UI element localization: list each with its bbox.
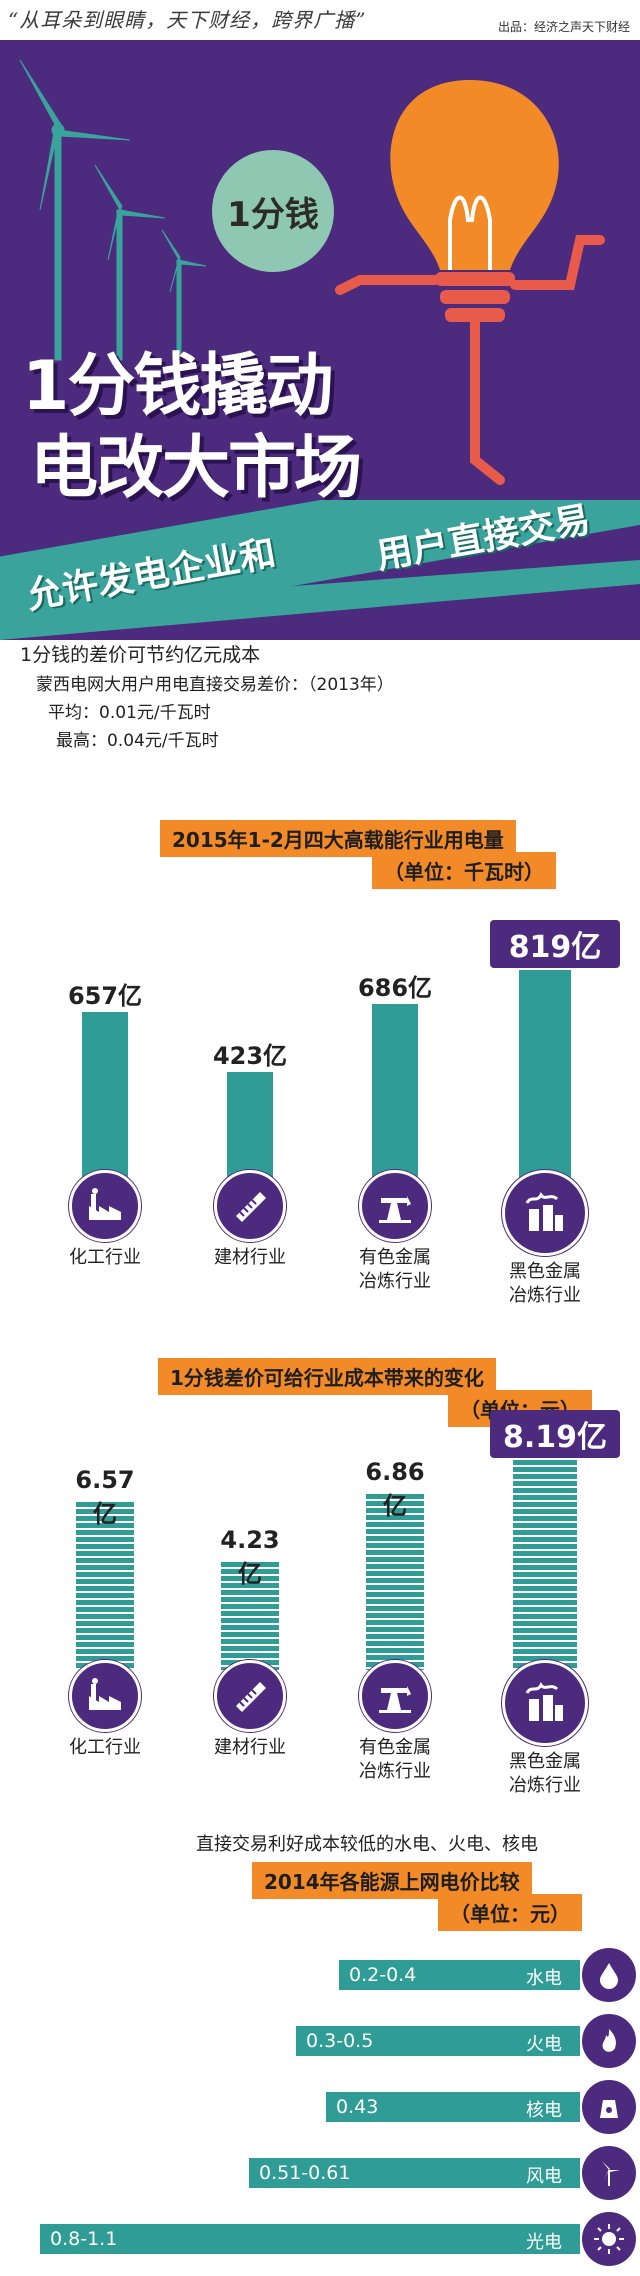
chart3-bar [40, 2224, 580, 2254]
chart1-bar [519, 970, 571, 1180]
chart3-value-label: 0.8-1.1 [50, 2228, 118, 2250]
chart3-area: 0.2-0.4 水电 0.3-0.5 火电 0.43 核电 0.51-0.61 风电 0.8-1… [0, 1940, 640, 2276]
chart3-title: 2014年各能源上网电价比较 [252, 1862, 532, 1899]
category-label-line: 黑色金属 [509, 1261, 581, 1282]
wind-turbine-icon [582, 2146, 636, 2200]
oil-pump-icon [359, 1660, 431, 1732]
intro-line1: 蒙西电网大用户用电直接交易差价：（2013年） [36, 675, 394, 695]
chart1-value-label: 686亿 [357, 974, 433, 1002]
steel-plant-icon [502, 1170, 588, 1256]
chart3-value-label: 0.51-0.61 [259, 2162, 351, 2184]
chart3-category-label: 光电 [526, 2232, 562, 2253]
saw-icon [214, 1660, 286, 1732]
chart2-category-label: 黑色金属 冶炼行业 [485, 1750, 605, 1798]
hero-illustration [19, 59, 605, 485]
chart3-category-label: 火电 [526, 2034, 562, 2055]
chart3-bar [326, 2092, 580, 2122]
chart1-bar [372, 1004, 418, 1180]
chart2-bar [366, 1494, 424, 1670]
category-label-line: 黑色金属 [509, 1751, 581, 1772]
slogan: “从耳朵到眼睛，天下财经，跨界广播” [8, 8, 367, 32]
chart3-value-label: 0.43 [336, 2096, 379, 2118]
chart2-category-label: 化工行业 [45, 1736, 165, 1760]
chart1-category-label: 有色金属 冶炼行业 [335, 1246, 455, 1294]
category-label-line: 冶炼行业 [359, 1761, 431, 1782]
chart1-title: 2015年1-2月四大高载能行业用电量 [160, 820, 516, 857]
chart1-bar [227, 1072, 273, 1180]
oil-pump-icon [359, 1170, 431, 1242]
chart2-area: 6.57亿化工行业 4.23亿建材行业 6.86亿有色金属冶炼行业 8.19亿黑色金属… [0, 1410, 640, 1820]
category-label-line: 建材行业 [214, 1737, 286, 1758]
headline-line1: 1分钱撬动 [22, 347, 333, 426]
sun-icon [582, 2212, 636, 2266]
saw-icon [214, 1170, 286, 1242]
chart2-value-label: 6.57亿 [75, 1466, 135, 1528]
chart3-bar [339, 1960, 580, 1990]
chart2-category-label: 有色金属 冶炼行业 [335, 1736, 455, 1784]
chart3-category-label: 水电 [526, 1968, 562, 1989]
category-label-line: 建材行业 [214, 1247, 286, 1268]
intro-line2: 平均：0.01元/千瓦时 [48, 703, 211, 723]
category-label-line: 有色金属 [359, 1737, 431, 1758]
headline-line2: 电改大市场 [30, 429, 362, 508]
chart1-value-label: 423亿 [212, 1042, 288, 1070]
chart3-category-label: 核电 [526, 2100, 562, 2121]
factory-icon [69, 1170, 141, 1242]
wind-turbine-icon [19, 59, 207, 361]
chart2-bar [76, 1502, 134, 1670]
chart3-value-label: 0.3-0.5 [306, 2030, 374, 2052]
chart3-bar [296, 2026, 580, 2056]
flame-icon [582, 2014, 636, 2068]
chart2-category-label: 建材行业 [190, 1736, 310, 1760]
chart2-title: 1分钱差价可给行业成本带来的变化 [158, 1358, 496, 1395]
nuclear-icon [582, 2080, 636, 2134]
chart3-value-label: 0.2-0.4 [349, 1964, 417, 1986]
steel-plant-icon [502, 1660, 588, 1746]
top-bar: “从耳朵到眼睛，天下财经，跨界广播” 出品：经济之声天下财经 [0, 0, 640, 40]
category-label-line: 冶炼行业 [509, 1285, 581, 1306]
lightbulb-icon [335, 80, 605, 485]
chart2-bar [221, 1562, 279, 1670]
chart2-value-label: 8.19亿 [490, 1410, 620, 1458]
category-label-line: 化工行业 [69, 1737, 141, 1758]
chart1-category-label: 黑色金属 冶炼行业 [485, 1260, 605, 1308]
chart1-value-label: 819亿 [490, 920, 620, 968]
category-label-line: 有色金属 [359, 1247, 431, 1268]
source-credit: 出品：经济之声天下财经 [497, 20, 630, 34]
chart3-category-label: 风电 [526, 2166, 562, 2187]
chart2-value-label: 4.23亿 [220, 1526, 280, 1588]
factory-icon [69, 1660, 141, 1732]
chart1-category-label: 化工行业 [45, 1246, 165, 1270]
chart1-bar [82, 1012, 128, 1180]
chart3-bar [249, 2158, 580, 2188]
chart2-bar [513, 1460, 577, 1670]
chart1-unit: （单位：千瓦时） [372, 852, 556, 889]
chart3-unit: （单位：元） [438, 1894, 582, 1931]
category-label-line: 化工行业 [69, 1247, 141, 1268]
chart1-category-label: 建材行业 [190, 1246, 310, 1270]
intro-title: 1分钱的差价可节约亿元成本 [20, 644, 261, 666]
one-cent-badge: 1分钱 [212, 150, 334, 272]
intro-line3: 最高：0.04元/千瓦时 [56, 731, 219, 751]
category-label-line: 冶炼行业 [359, 1271, 431, 1292]
chart2-value-label: 6.86亿 [365, 1458, 425, 1520]
chart3-subtitle: 直接交易利好成本较低的水电、火电、核电 [196, 1834, 538, 1855]
chart1-value-label: 657亿 [67, 982, 143, 1010]
water-drop-icon [582, 1948, 636, 2002]
chart1-area: 657亿 化工行业 423亿 建材行业 686亿 有色金属 冶炼行业 819亿 黑色金属 冶炼行业 [0, 880, 640, 1306]
category-label-line: 冶炼行业 [509, 1775, 581, 1796]
